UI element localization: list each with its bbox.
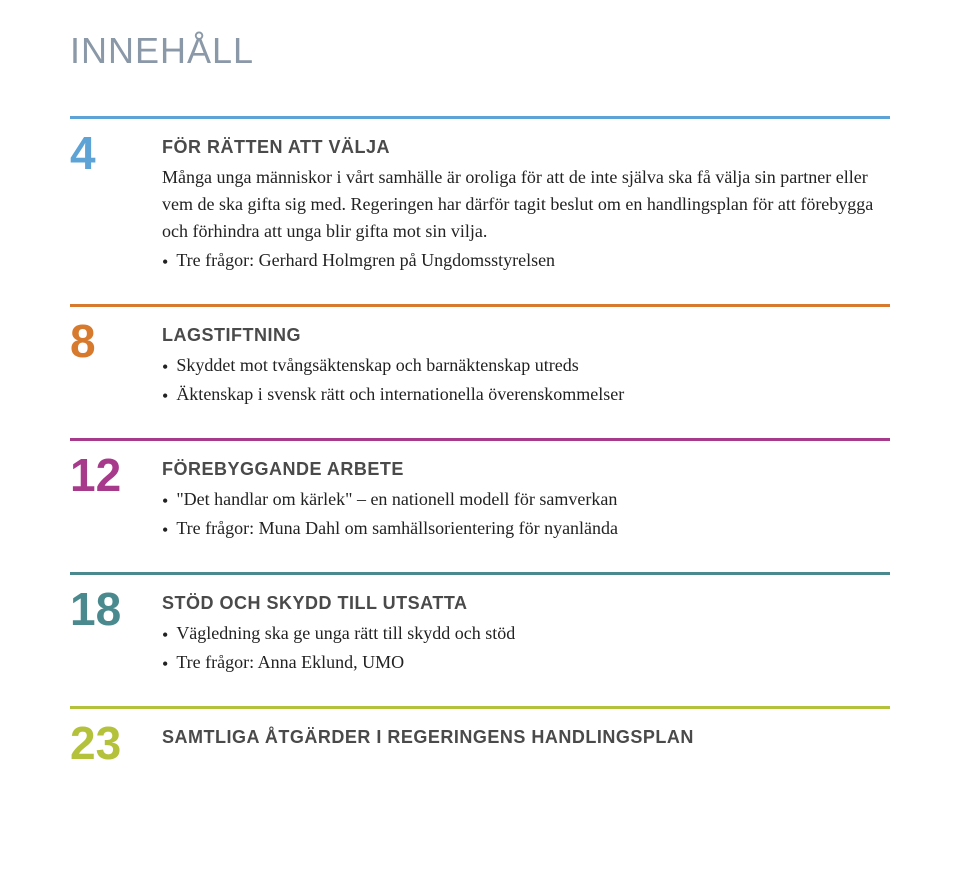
bullet-text: Tre frågor: Anna Eklund, UMO [176,649,404,676]
bullet-item: • Skyddet mot tvångsäktenskap och barnäkt… [162,352,890,381]
toc-container: 4 FÖR RÄTTEN ATT VÄLJA Många unga människo… [70,116,890,764]
section-paragraph: Många unga människor i vårt samhälle är … [162,164,890,245]
section-heading: LAGSTIFTNING [162,325,890,346]
section-rule [70,438,890,441]
bullet-text: Tre frågor: Muna Dahl om samhällsoriente… [176,515,618,542]
section-body: 4 FÖR RÄTTEN ATT VÄLJA Många unga människo… [70,135,890,276]
section-rule [70,572,890,575]
bullet-item: • Tre frågor: Muna Dahl om samhällsorient… [162,515,890,544]
bullet-text: Äktenskap i svensk rätt och internatione… [176,381,624,408]
section-content: SAMTLIGA ÅTGÄRDER I REGERINGENS HANDLING… [162,725,890,754]
section-rule [70,304,890,307]
section-content: STÖD OCH SKYDD TILL UTSATTA • Vägledning s… [162,591,890,678]
bullet-icon: • [162,383,168,410]
section-body: 18 STÖD OCH SKYDD TILL UTSATTA • Vägledning… [70,591,890,678]
bullet-icon: • [162,517,168,544]
section-heading: FÖREBYGGANDE ARBETE [162,459,890,480]
bullet-text: Tre frågor: Gerhard Holmgren på Ungdomss… [176,247,555,274]
page-number: 18 [70,589,142,630]
section-body: 23 SAMTLIGA ÅTGÄRDER I REGERINGENS HANDLI… [70,725,890,764]
bullet-icon: • [162,249,168,276]
bullet-item: • Tre frågor: Gerhard Holmgren på Ungdoms… [162,247,890,276]
page-number: 23 [70,723,142,764]
section-rule [70,116,890,119]
page-number: 4 [70,133,142,174]
toc-section: 18 STÖD OCH SKYDD TILL UTSATTA • Vägledning… [70,572,890,678]
section-content: LAGSTIFTNING • Skyddet mot tvångsäktenskap… [162,323,890,410]
bullet-item: • "Det handlar om kärlek" – en nationell … [162,486,890,515]
section-body: 12 FÖREBYGGANDE ARBETE • "Det handlar om kä… [70,457,890,544]
bullet-icon: • [162,651,168,678]
page-number: 8 [70,321,142,362]
toc-section: 4 FÖR RÄTTEN ATT VÄLJA Många unga människo… [70,116,890,276]
section-heading: FÖR RÄTTEN ATT VÄLJA [162,137,890,158]
bullet-text: "Det handlar om kärlek" – en nationell m… [176,486,617,513]
section-content: FÖREBYGGANDE ARBETE • "Det handlar om kärl… [162,457,890,544]
bullet-text: Skyddet mot tvångsäktenskap och barnäkte… [176,352,578,379]
bullet-item: • Tre frågor: Anna Eklund, UMO [162,649,890,678]
bullet-icon: • [162,354,168,381]
toc-section: 8 LAGSTIFTNING • Skyddet mot tvångsäktenska… [70,304,890,410]
bullet-text: Vägledning ska ge unga rätt till skydd o… [176,620,515,647]
toc-section: 23 SAMTLIGA ÅTGÄRDER I REGERINGENS HANDLI… [70,706,890,764]
page-number: 12 [70,455,142,496]
toc-section: 12 FÖREBYGGANDE ARBETE • "Det handlar om kä… [70,438,890,544]
bullet-icon: • [162,488,168,515]
bullet-item: • Vägledning ska ge unga rätt till skydd … [162,620,890,649]
section-heading: STÖD OCH SKYDD TILL UTSATTA [162,593,890,614]
section-rule [70,706,890,709]
section-content: FÖR RÄTTEN ATT VÄLJA Många unga människor… [162,135,890,276]
section-heading: SAMTLIGA ÅTGÄRDER I REGERINGENS HANDLING… [162,727,890,748]
page-title: INNEHÅLL [70,30,890,72]
section-body: 8 LAGSTIFTNING • Skyddet mot tvångsäktenska… [70,323,890,410]
bullet-icon: • [162,622,168,649]
bullet-item: • Äktenskap i svensk rätt och internation… [162,381,890,410]
